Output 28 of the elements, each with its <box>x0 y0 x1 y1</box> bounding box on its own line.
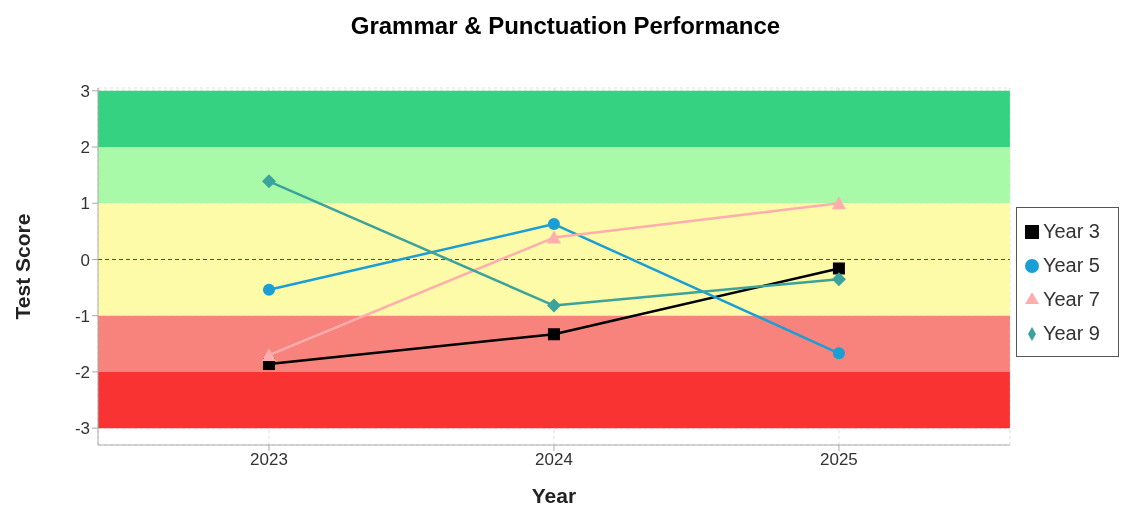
point <box>262 283 275 296</box>
point <box>547 218 560 231</box>
point <box>832 347 845 360</box>
y-tick-label: 0 <box>80 250 90 270</box>
y-axis-title: Test Score <box>11 213 35 320</box>
x-tick-label: 2024 <box>535 450 573 470</box>
point <box>831 196 846 210</box>
y-tick-label: -3 <box>74 419 90 439</box>
point <box>832 262 845 275</box>
point <box>546 298 561 313</box>
y-tick-label: 1 <box>80 194 90 214</box>
legend-label: Year 3 <box>1042 219 1100 242</box>
x-axis-title: Year <box>531 484 577 507</box>
point <box>546 230 561 244</box>
y-tick-label: 3 <box>80 81 90 101</box>
chart-title: Grammar & Punctuation Performance <box>349 11 782 41</box>
point <box>261 348 276 362</box>
point <box>831 272 846 287</box>
x-tick-label: 2023 <box>250 450 288 470</box>
point <box>547 328 560 341</box>
point <box>261 174 276 189</box>
legend-label: Year 7 <box>1042 287 1100 310</box>
x-tick-label: 2025 <box>820 450 858 470</box>
y-tick-label: 2 <box>80 138 90 158</box>
legend-label: Year 5 <box>1042 253 1100 276</box>
y-tick-label: -2 <box>74 362 90 382</box>
y-tick-label: -1 <box>74 306 90 326</box>
legend-label: Year 9 <box>1042 321 1100 344</box>
